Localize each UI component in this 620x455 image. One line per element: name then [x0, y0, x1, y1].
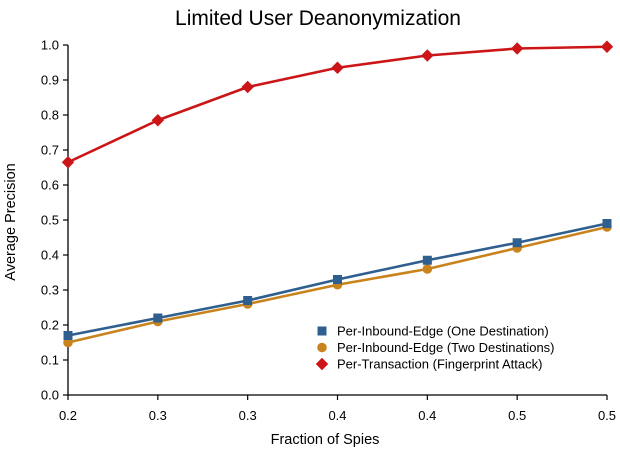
legend: Per-Inbound-Edge (One Destination)Per-In… — [315, 324, 555, 372]
x-tick-label: 0.4 — [418, 408, 436, 423]
x-tick-label: 0.4 — [328, 408, 346, 423]
data-point — [333, 275, 342, 284]
data-point — [421, 49, 434, 62]
data-point — [512, 238, 522, 248]
data-point — [600, 40, 614, 53]
y-axis-label: Average Precision — [3, 163, 19, 280]
y-tick-label: 0.7 — [41, 143, 59, 158]
y-tick-label: 0.2 — [41, 318, 59, 333]
x-tick-label: 0.2 — [59, 408, 77, 423]
data-point — [422, 255, 432, 265]
data-point — [422, 264, 433, 274]
legend-marker — [317, 342, 327, 353]
y-tick-label: 0.4 — [41, 248, 59, 263]
data-point — [151, 114, 165, 127]
data-point — [243, 296, 253, 305]
legend-label: Per-Inbound-Edge (Two Destinations) — [337, 340, 555, 355]
y-tick-label: 0.0 — [41, 388, 59, 403]
x-tick-label: 0.3 — [149, 408, 167, 423]
legend-label: Per-Transaction (Fingerprint Attack) — [337, 357, 542, 372]
data-point — [510, 42, 524, 55]
y-tick-label: 0.8 — [41, 108, 59, 123]
data-point — [241, 80, 254, 94]
y-tick-label: 0.5 — [41, 213, 59, 228]
data-point — [63, 331, 73, 340]
x-tick-label: 0.3 — [239, 408, 257, 423]
data-point — [153, 313, 163, 323]
y-tick-label: 1.0 — [41, 38, 59, 53]
y-tick-label: 0.1 — [41, 353, 59, 368]
y-tick-label: 0.6 — [41, 178, 59, 193]
data-point — [63, 337, 73, 348]
x-tick-label: 0.5 — [598, 408, 616, 423]
legend-marker — [317, 326, 327, 336]
x-tick-label: 0.5 — [508, 408, 526, 423]
legend-label: Per-Inbound-Edge (One Destination) — [337, 324, 549, 339]
data-point — [61, 156, 75, 169]
y-tick-label: 0.3 — [41, 283, 59, 298]
data-point — [331, 61, 344, 74]
y-tick-label: 0.9 — [41, 73, 59, 88]
data-point — [602, 219, 612, 228]
x-axis-label: Fraction of Spies — [271, 432, 380, 448]
plot-area: 0.0 0.1 0.2 0.3 0.4 0.5 0.6 0.7 0.8 0.9 1.0 0.2 0.3 0… — [41, 38, 616, 424]
chart-title: Limited User Deanonymization — [175, 7, 461, 30]
legend-marker — [315, 357, 329, 371]
